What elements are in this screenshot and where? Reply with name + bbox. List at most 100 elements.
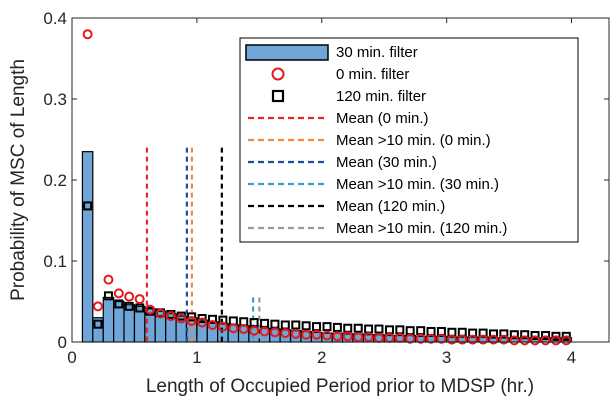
y-tick-label: 0 xyxy=(58,333,67,352)
circle-marker xyxy=(207,319,218,330)
square-marker xyxy=(218,315,228,325)
square-marker xyxy=(103,291,113,301)
circle-marker xyxy=(259,326,270,337)
square-marker xyxy=(332,322,342,332)
y-axis-label: Probability of MSC of Length xyxy=(8,59,29,301)
bar xyxy=(81,151,94,343)
circle-marker xyxy=(249,325,260,336)
markers-0min xyxy=(82,29,572,346)
square-marker xyxy=(488,329,498,339)
circle-marker xyxy=(353,332,364,343)
square-marker xyxy=(124,301,134,311)
legend-label: 30 min. filter xyxy=(336,44,418,61)
circle-marker xyxy=(363,332,374,343)
circle-marker xyxy=(561,335,572,346)
square-marker xyxy=(541,331,551,341)
legend-circle-swatch xyxy=(271,67,285,81)
circle-marker xyxy=(467,334,478,345)
axis-ticks xyxy=(71,17,609,343)
square-marker xyxy=(114,299,124,309)
circle-marker xyxy=(478,334,489,345)
circle-marker xyxy=(332,331,343,342)
square-marker xyxy=(197,314,207,324)
circle-marker xyxy=(415,333,426,344)
circle-marker xyxy=(457,334,468,345)
circle-marker xyxy=(176,313,187,324)
square-marker xyxy=(530,331,540,341)
circle-marker xyxy=(322,330,333,341)
square-marker xyxy=(93,319,103,329)
square-marker xyxy=(322,322,332,332)
circle-marker xyxy=(197,317,208,328)
circle-marker xyxy=(134,294,145,305)
square-marker xyxy=(561,331,571,341)
circle-marker xyxy=(165,311,176,322)
legend-label: Mean (30 min.) xyxy=(336,154,437,171)
y-tick-labels: 0 0.1 0.2 0.3 0.4 xyxy=(43,9,67,352)
x-tick-label: 4 xyxy=(567,348,576,367)
legend-label: Mean (120 min.) xyxy=(336,198,445,215)
legend-bar-swatch xyxy=(245,44,329,61)
legend-label: Mean >10 min. (30 min.) xyxy=(336,176,499,193)
square-marker xyxy=(374,324,384,334)
square-marker xyxy=(207,314,217,324)
circle-marker xyxy=(228,323,239,334)
circle-marker xyxy=(405,333,416,344)
circle-marker xyxy=(290,328,301,339)
square-marker xyxy=(301,321,311,331)
x-tick-labels: 0 1 2 3 4 xyxy=(67,348,576,367)
circle-marker xyxy=(103,274,114,285)
square-marker xyxy=(478,328,488,338)
bar xyxy=(102,296,115,343)
square-marker xyxy=(468,328,478,338)
circle-marker xyxy=(124,291,135,302)
circle-marker xyxy=(530,335,541,346)
circle-marker xyxy=(238,324,249,335)
square-marker xyxy=(520,330,530,340)
circle-marker xyxy=(186,315,197,326)
legend-label: 120 min. filter xyxy=(336,88,426,105)
legend: 30 min. filter 0 min. filter 120 min. filt… xyxy=(239,37,579,243)
circle-marker xyxy=(550,335,561,346)
square-marker xyxy=(187,312,197,322)
square-marker xyxy=(353,323,363,333)
circle-marker xyxy=(436,333,447,344)
square-marker xyxy=(83,201,93,211)
circle-marker xyxy=(540,335,551,346)
circle-marker xyxy=(301,329,312,340)
circle-marker xyxy=(446,334,457,345)
x-tick-label: 3 xyxy=(442,348,451,367)
circle-marker xyxy=(311,329,322,340)
y-tick-label: 0.2 xyxy=(43,171,67,190)
circle-marker xyxy=(498,334,509,345)
legend-label: Mean (0 min.) xyxy=(336,110,429,127)
markers-120min xyxy=(83,201,571,341)
square-marker xyxy=(509,330,519,340)
circle-marker xyxy=(342,331,353,342)
circle-marker xyxy=(519,335,530,346)
y-tick-label: 0.1 xyxy=(43,252,67,271)
legend-label: Mean >10 min. (0 min.) xyxy=(336,132,491,149)
circle-marker xyxy=(113,288,124,299)
x-tick-label: 2 xyxy=(317,348,326,367)
circle-marker xyxy=(155,308,166,319)
legend-square-swatch xyxy=(271,89,285,103)
circle-marker xyxy=(426,333,437,344)
square-marker xyxy=(291,320,301,330)
x-tick-label: 1 xyxy=(192,348,201,367)
circle-marker xyxy=(145,304,156,315)
legend-label: 0 min. filter xyxy=(336,66,409,83)
square-marker xyxy=(551,331,561,341)
y-tick-label: 0.3 xyxy=(43,90,67,109)
square-marker xyxy=(135,303,145,313)
circle-marker xyxy=(217,321,228,332)
circle-marker xyxy=(269,327,280,338)
circle-marker xyxy=(280,328,291,339)
x-axis-label: Length of Occupied Period prior to MDSP … xyxy=(146,376,534,397)
circle-marker xyxy=(488,334,499,345)
circle-marker xyxy=(82,29,93,40)
legend-label: Mean >10 min. (120 min.) xyxy=(336,220,507,237)
circle-marker xyxy=(509,335,520,346)
y-tick-label: 0.4 xyxy=(43,9,67,28)
